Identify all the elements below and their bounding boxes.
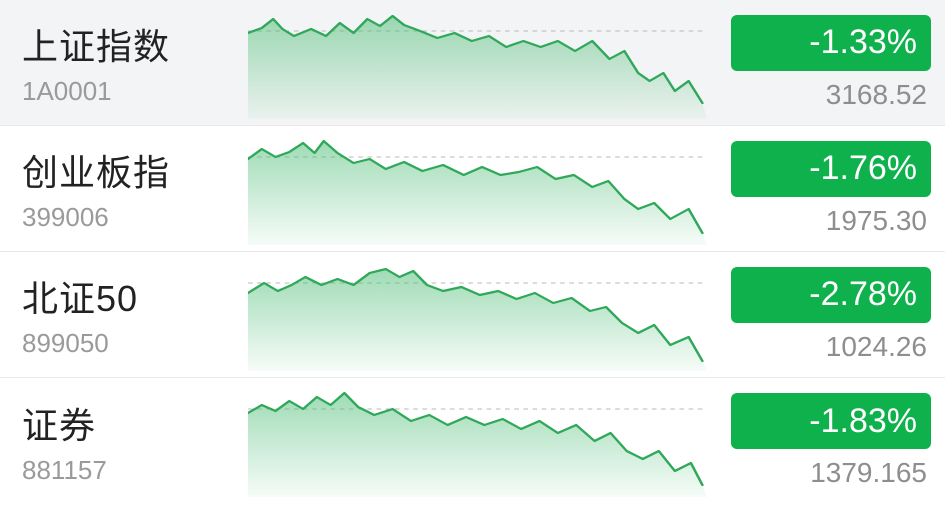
value-column: -1.83% 1379.165 [721, 393, 931, 489]
value-column: -1.33% 3168.52 [721, 15, 931, 111]
index-price: 1975.30 [826, 205, 931, 237]
name-column: 上证指数 1A0001 [22, 18, 242, 107]
change-badge[interactable]: -2.78% [731, 267, 931, 323]
sparkline-chart [242, 0, 721, 125]
index-list: 上证指数 1A0001 -1.33% 3168.52 创业板指 399006 -1.76% 1… [0, 0, 945, 504]
index-name: 北证50 [22, 270, 242, 322]
index-row[interactable]: 北证50 899050 -2.78% 1024.26 [0, 252, 945, 378]
index-row[interactable]: 证券 881157 -1.83% 1379.165 [0, 378, 945, 504]
index-price: 3168.52 [826, 79, 931, 111]
index-price: 1024.26 [826, 331, 931, 363]
name-column: 创业板指 399006 [22, 144, 242, 233]
index-name: 上证指数 [22, 18, 242, 70]
value-column: -1.76% 1975.30 [721, 141, 931, 237]
index-row[interactable]: 创业板指 399006 -1.76% 1975.30 [0, 126, 945, 252]
index-code: 899050 [22, 328, 242, 359]
area-fill [248, 269, 707, 371]
index-code: 881157 [22, 455, 242, 486]
change-badge[interactable]: -1.83% [731, 393, 931, 449]
value-column: -2.78% 1024.26 [721, 267, 931, 363]
index-code: 1A0001 [22, 76, 242, 107]
name-column: 北证50 899050 [22, 270, 242, 359]
sparkline-chart [242, 252, 721, 377]
index-name: 创业板指 [22, 144, 242, 196]
index-row[interactable]: 上证指数 1A0001 -1.33% 3168.52 [0, 0, 945, 126]
sparkline-chart [242, 378, 721, 504]
change-badge[interactable]: -1.33% [731, 15, 931, 71]
sparkline-chart [242, 126, 721, 251]
index-price: 1379.165 [810, 457, 931, 489]
name-column: 证券 881157 [22, 397, 242, 486]
index-code: 399006 [22, 202, 242, 233]
index-name: 证券 [22, 397, 242, 449]
change-badge[interactable]: -1.76% [731, 141, 931, 197]
